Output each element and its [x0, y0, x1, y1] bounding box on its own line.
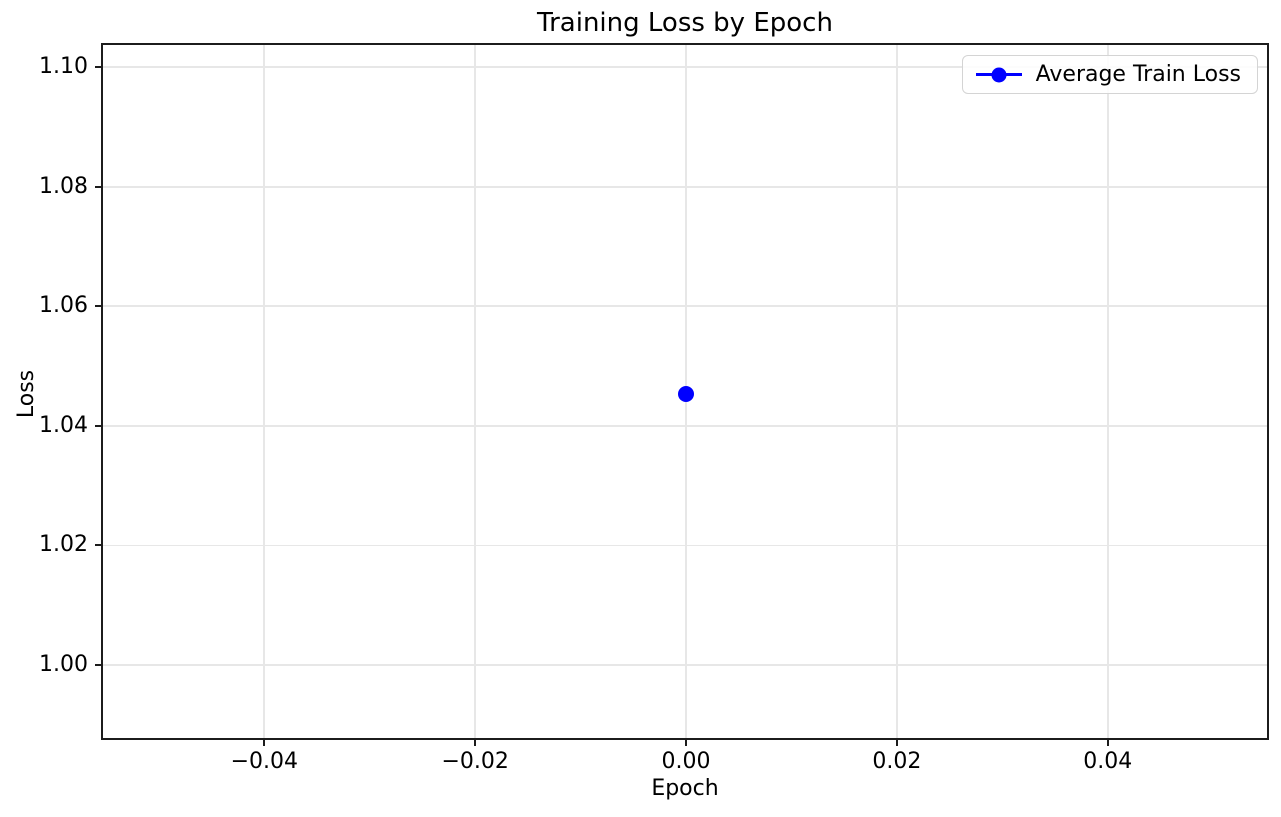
x-axis-label: Epoch — [651, 776, 719, 801]
gridline-vertical — [1106, 45, 1109, 738]
y-tick-label: 1.10 — [39, 54, 88, 80]
gridline-horizontal — [103, 66, 1267, 68]
y-tick-label: 1.08 — [39, 173, 88, 199]
legend-label: Average Train Loss — [1035, 61, 1241, 87]
chart-title: Training Loss by Epoch — [537, 8, 833, 38]
y-tick-mark — [95, 185, 103, 188]
y-tick-mark — [95, 66, 103, 69]
y-tick-label: 1.00 — [39, 651, 88, 677]
y-tick-mark — [95, 424, 103, 427]
x-tick-label: 0.02 — [872, 749, 922, 774]
x-tick-label: 0.04 — [1083, 749, 1133, 774]
x-tick-mark — [895, 738, 898, 746]
plot-area: 1.10 1.08 1.06 1.04 1.02 1.00 0.04 0.02 0.00 −0.0… — [39, 43, 1269, 774]
y-tick-mark — [95, 544, 103, 547]
gridline-horizontal — [103, 305, 1267, 308]
gridline-horizontal — [103, 664, 1267, 666]
x-tick-mark — [263, 738, 266, 746]
gridline-vertical — [474, 45, 477, 738]
x-tick-label: −0.02 — [441, 749, 509, 774]
x-tick-mark — [1106, 738, 1109, 746]
y-tick-mark — [95, 664, 103, 667]
gridline-horizontal — [103, 425, 1267, 427]
x-tick-label: −0.04 — [230, 749, 299, 774]
gridline-vertical — [896, 45, 898, 738]
x-tick-label: 0.00 — [661, 749, 711, 774]
x-tick-mark — [474, 738, 477, 746]
y-tick-label: 1.06 — [39, 293, 88, 319]
gridline-horizontal — [103, 185, 1267, 188]
data-point-marker — [678, 385, 695, 402]
legend-marker-icon — [991, 67, 1007, 82]
y-tick-label: 1.02 — [39, 532, 88, 558]
gridline-horizontal — [103, 544, 1267, 547]
y-axis-label: Loss — [13, 369, 39, 419]
legend: Average Train Loss — [961, 55, 1258, 94]
gridline-vertical — [263, 45, 266, 738]
x-tick-mark — [685, 738, 688, 746]
y-tick-label: 1.04 — [39, 412, 88, 438]
y-tick-mark — [95, 305, 103, 308]
legend-sample — [975, 67, 1022, 83]
